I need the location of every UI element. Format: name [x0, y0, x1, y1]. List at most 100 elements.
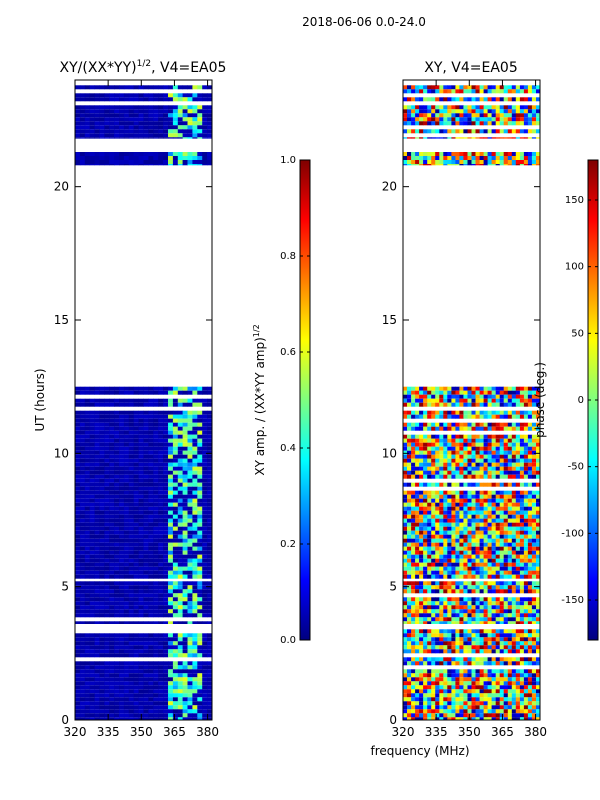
heatmap-cell [163, 705, 169, 710]
heatmap-cell [511, 454, 517, 459]
heatmap-cell [499, 522, 505, 527]
heatmap-cell [207, 466, 213, 471]
heatmap-cell [202, 466, 208, 471]
heatmap-cell [411, 422, 416, 427]
heatmap-cell [84, 534, 91, 539]
heatmap-cell [503, 402, 509, 407]
heatmap-cell [451, 522, 456, 527]
heatmap-cell [523, 422, 529, 427]
heatmap-cell [471, 709, 476, 714]
heatmap-cell [182, 426, 188, 431]
heatmap-cell [202, 593, 208, 598]
heatmap-cell [94, 434, 100, 439]
heatmap-cell [411, 589, 416, 594]
heatmap-cell [138, 645, 144, 650]
heatmap-cell [447, 474, 452, 479]
heatmap-cell [443, 402, 448, 407]
heatmap-cell [531, 605, 537, 610]
heatmap-cell [403, 550, 408, 555]
heatmap-cell [84, 474, 91, 479]
heatmap-cell [148, 621, 154, 624]
heatmap-cell [84, 681, 91, 686]
heatmap-cell [114, 613, 120, 618]
heatmap-cell [109, 482, 115, 487]
heatmap-cell [158, 125, 164, 130]
heatmap-cell [104, 705, 110, 710]
heatmap-cell [109, 597, 115, 602]
heatmap-cell [123, 693, 130, 698]
heatmap-cell [197, 605, 203, 610]
heatmap-cell [463, 673, 468, 678]
heatmap-cell [182, 550, 188, 555]
heatmap-cell [114, 97, 120, 102]
heatmap-cell [411, 446, 416, 451]
heatmap-cell [202, 601, 208, 606]
heatmap-cell [463, 542, 468, 547]
heatmap-cell [467, 490, 472, 495]
heatmap-cell [163, 645, 169, 650]
heatmap-cell [172, 117, 179, 122]
heatmap-cell [148, 597, 154, 602]
heatmap-cell [403, 677, 408, 682]
heatmap-cell [133, 133, 139, 138]
heatmap-cell [419, 550, 424, 555]
heatmap-cell [479, 538, 484, 543]
heatmap-cell [138, 689, 144, 694]
heatmap-cell [511, 701, 517, 706]
heatmap-cell [187, 701, 193, 706]
heatmap-cell [123, 585, 130, 590]
heatmap-cell [495, 597, 501, 602]
heatmap-cell [471, 466, 476, 471]
heatmap-cell [403, 518, 408, 523]
heatmap-cell [138, 641, 144, 646]
heatmap-cell [536, 657, 541, 662]
heatmap-cell [475, 645, 480, 650]
heatmap-cell [168, 689, 174, 694]
heatmap-cell [455, 394, 460, 399]
heatmap-cell [536, 462, 541, 467]
heatmap-cell [415, 585, 420, 590]
heatmap-cell [531, 446, 537, 451]
heatmap-cell [172, 717, 179, 720]
heatmap-cell [202, 669, 208, 674]
heatmap-cell [202, 85, 208, 90]
heatmap-cell [471, 422, 476, 427]
heatmap-cell [89, 609, 95, 614]
heatmap-cell [138, 546, 144, 551]
heatmap-cell [197, 494, 203, 499]
heatmap-cell [451, 390, 456, 395]
heatmap-cell [455, 414, 460, 419]
heatmap-cell [439, 490, 444, 495]
heatmap-cell [163, 470, 169, 475]
heatmap-cell [431, 538, 436, 543]
heatmap-cell [483, 689, 488, 694]
heatmap-cell [109, 446, 115, 451]
heatmap-cell [172, 450, 179, 455]
heatmap-cell [427, 474, 432, 479]
heatmap-cell [475, 617, 480, 622]
heatmap-cell [467, 693, 472, 698]
heatmap-cell [197, 430, 203, 435]
heatmap-cell [531, 398, 537, 403]
heatmap-cell [104, 605, 110, 610]
heatmap-cell [192, 701, 198, 706]
heatmap-cell [503, 677, 509, 682]
heatmap-cell [463, 438, 468, 443]
heatmap-cell [527, 482, 533, 487]
heatmap-cell [187, 450, 193, 455]
heatmap-cell [197, 669, 203, 674]
heatmap-cell [443, 510, 448, 515]
heatmap-cell [128, 637, 135, 642]
heatmap-cell [507, 462, 513, 467]
heatmap-cell [114, 109, 120, 114]
heatmap-cell [403, 613, 408, 618]
colorbar-tick-label: 0.2 [280, 539, 296, 550]
heatmap-cell [503, 705, 509, 710]
heatmap-cell [443, 506, 448, 511]
heatmap-cell [487, 613, 492, 618]
heatmap-cell [407, 585, 412, 590]
heatmap-cell [483, 701, 488, 706]
heatmap-cell [177, 442, 184, 447]
heatmap-cell [104, 510, 110, 515]
heatmap-cell [158, 570, 164, 575]
